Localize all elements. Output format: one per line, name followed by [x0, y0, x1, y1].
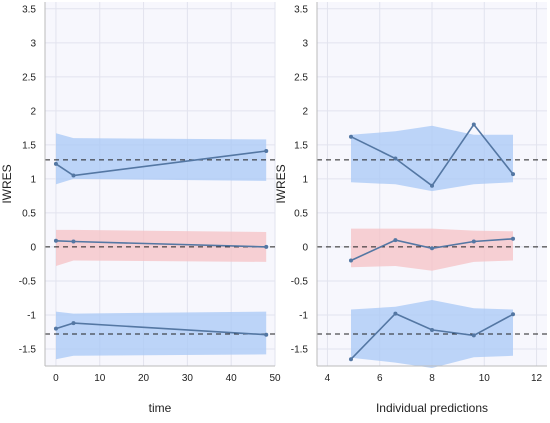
x-tick-label: 10: [479, 373, 491, 384]
data-point: [511, 236, 516, 241]
y-tick-label: 2: [30, 106, 36, 117]
y-tick-label: 1: [302, 174, 308, 185]
y-tick-label: -0.5: [291, 276, 309, 287]
x-tick-label: 20: [138, 373, 150, 384]
y-axis-label: IWRES: [274, 164, 288, 203]
chart-panel-2: 4 6 8 10 12 -1.5 -1 -0.5 0 0.5 1 1.5 2 2.5 3 3.5 Individ…: [274, 2, 547, 415]
data-point: [264, 244, 269, 249]
data-point: [393, 238, 398, 243]
y-tick-label: 2.5: [22, 72, 36, 83]
y-tick-label: 0.5: [22, 208, 36, 219]
data-point: [430, 327, 434, 332]
data-point: [430, 246, 434, 251]
data-point: [53, 161, 58, 166]
data-point: [511, 312, 516, 317]
y-tick-label: 1: [30, 174, 36, 185]
x-axis-label: time: [149, 401, 172, 415]
y-tick-label: 0.5: [294, 208, 308, 219]
y-tick-label: -1: [27, 310, 36, 321]
plot-area: [45, 2, 275, 366]
y-tick-label: 1.5: [22, 140, 36, 151]
x-tick-label: 30: [182, 373, 194, 384]
x-tick-label: 40: [226, 373, 238, 384]
y-tick-label: 3: [30, 38, 36, 49]
x-tick-label: 4: [325, 373, 331, 384]
data-point: [348, 134, 353, 139]
data-point: [53, 326, 58, 331]
y-tick-label: 0: [30, 242, 36, 253]
y-tick-label: -0.5: [19, 276, 37, 287]
data-point: [393, 156, 398, 161]
prediction-band-2: [56, 229, 267, 266]
x-tick-label: 8: [429, 373, 435, 384]
data-point: [348, 357, 353, 362]
y-tick-label: 2.5: [294, 72, 308, 83]
data-point: [430, 183, 434, 188]
y-tick-label: -1.5: [291, 344, 309, 355]
y-axis-label: IWRES: [0, 164, 14, 203]
data-point: [471, 333, 476, 338]
prediction-band-3: [56, 311, 267, 360]
data-point: [264, 332, 269, 337]
y-tick-label: 3.5: [294, 4, 308, 15]
prediction-band-1: [56, 133, 267, 185]
x-tick-label: 0: [53, 373, 59, 384]
y-tick-label: 0: [302, 242, 308, 253]
y-tick-label: -1.5: [19, 344, 37, 355]
chart-panel-1: 0 10 20 30 40 50 -1.5 -1 -0.5 0 0.5 1 1.5 2 2.5 3 3.5 tim…: [0, 2, 281, 415]
y-tick-label: -1: [299, 310, 308, 321]
x-tick-label: 10: [94, 373, 106, 384]
data-point: [53, 238, 58, 243]
x-axis-label: Individual predictions: [376, 401, 488, 415]
data-point: [71, 321, 76, 326]
data-point: [71, 239, 76, 244]
data-point: [511, 172, 516, 177]
x-tick-label: 6: [377, 373, 383, 384]
data-point: [264, 149, 269, 154]
data-point: [393, 311, 398, 316]
y-tick-label: 1.5: [294, 140, 308, 151]
y-tick-label: 3: [302, 38, 308, 49]
y-tick-label: 3.5: [22, 4, 36, 15]
y-tick-label: 2: [302, 106, 308, 117]
data-point: [471, 122, 476, 127]
data-point: [471, 239, 476, 244]
prediction-band-1: [351, 125, 513, 192]
x-tick-label: 50: [269, 373, 281, 384]
x-tick-label: 12: [531, 373, 543, 384]
data-point: [348, 258, 353, 263]
data-point: [71, 173, 76, 178]
